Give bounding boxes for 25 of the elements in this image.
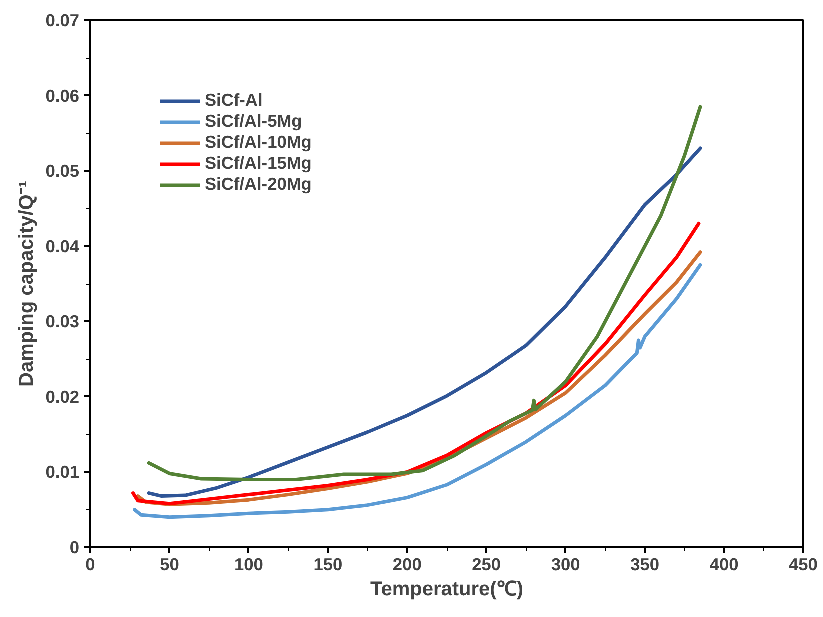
legend-label: SiCf/Al-15Mg [205, 153, 312, 174]
x-tick-label: 450 [789, 554, 818, 574]
x-tick-label: 0 [86, 554, 96, 574]
y-tick-label: 0.02 [46, 386, 80, 407]
x-tick-label: 50 [160, 554, 180, 574]
x-tick-label: 100 [234, 554, 264, 574]
x-tick-label: 350 [630, 554, 660, 574]
x-tick-label: 200 [392, 554, 422, 574]
x-axis-title: Temperature(℃) [370, 578, 524, 600]
y-tick-label: 0.04 [46, 236, 80, 256]
x-tick-label: 400 [710, 554, 739, 574]
y-tick-label: 0.03 [46, 312, 80, 332]
y-axis-title: Damping capacity/Q⁻¹ [16, 180, 38, 387]
y-tick-label: 0.07 [46, 10, 80, 30]
y-tick-label: 0.05 [46, 161, 80, 182]
y-tick-label: 0.06 [46, 86, 80, 106]
x-tick-label: 250 [472, 554, 502, 574]
legend-label: SiCf-Al [205, 90, 263, 111]
y-tick-label: 0.01 [46, 462, 80, 482]
legend-label: SiCf/Al-10Mg [205, 132, 312, 153]
legend-label: SiCf/Al-20Mg [205, 174, 312, 195]
x-tick-label: 150 [314, 554, 343, 574]
legend-label: SiCf/Al-5Mg [205, 111, 302, 132]
y-tick-label: 0 [70, 538, 80, 558]
x-tick-label: 300 [551, 554, 580, 574]
